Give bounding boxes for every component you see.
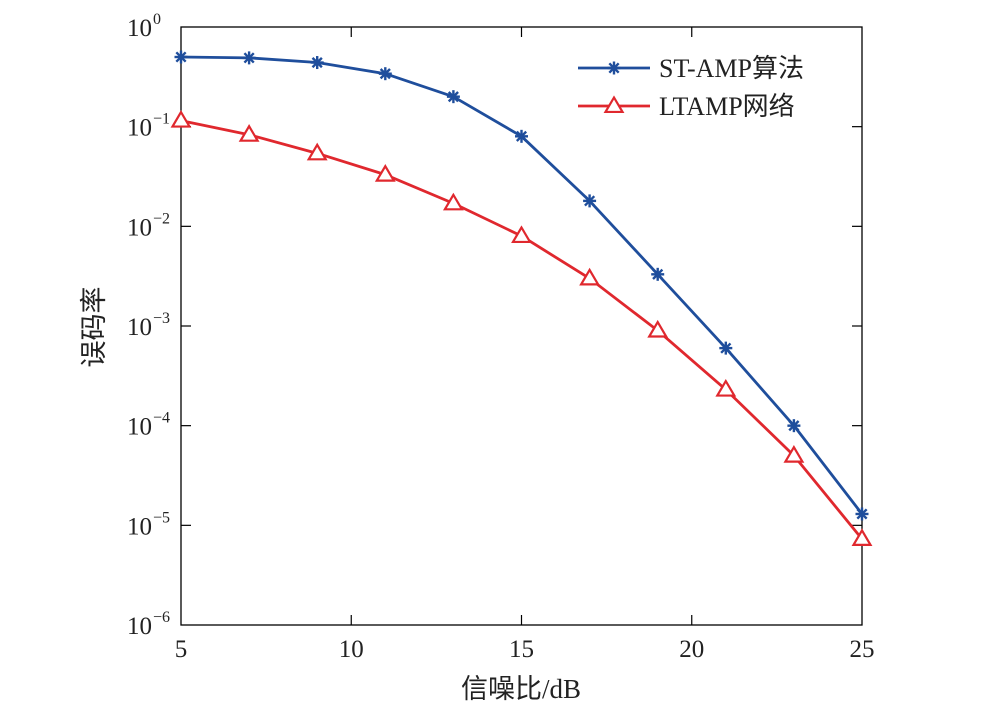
y-tick-exponent: −4 (153, 410, 170, 427)
x-axis-title: 信噪比/dB (461, 674, 581, 704)
data-point-series-2 (783, 444, 805, 463)
legend-label: ST-AMP算法 (659, 54, 804, 83)
data-point-series-2 (442, 192, 464, 211)
data-point-series-1 (719, 341, 733, 355)
x-tick-label: 25 (850, 636, 875, 663)
y-tick-label: 10 (127, 513, 152, 540)
y-tick-exponent: −1 (153, 111, 170, 128)
data-point-series-1 (651, 267, 665, 281)
legend-label: LTAMP网络 (659, 92, 795, 121)
legend: ST-AMP算法 LTAMP网络 (578, 54, 804, 121)
y-tick-exponent: −2 (153, 210, 170, 227)
x-tick-label: 10 (339, 636, 364, 663)
x-tick-label: 5 (175, 636, 188, 663)
series-line-2 (180, 119, 864, 540)
y-tick-label: 10 (127, 115, 152, 142)
data-point-series-2 (715, 378, 737, 397)
data-point-series-1 (174, 50, 188, 64)
x-axis: 5 10 15 20 25 (175, 27, 875, 663)
data-point-series-1 (242, 51, 256, 65)
y-tick-label: 10 (127, 414, 152, 441)
data-point-series-1 (855, 507, 869, 521)
legend-marker (607, 61, 621, 75)
data-point-series-2 (374, 163, 396, 182)
y-tick-label: 10 (127, 314, 152, 341)
data-point-series-2 (170, 109, 192, 128)
data-point-series-2 (579, 267, 601, 286)
data-point-series-2 (647, 319, 669, 338)
x-tick-label: 20 (679, 636, 704, 663)
legend-marker (603, 95, 625, 114)
y-tick-exponent: −6 (153, 609, 170, 626)
data-point-series-1 (446, 90, 460, 104)
y-tick-label: 10 (127, 613, 152, 640)
series-line-1 (180, 55, 864, 515)
data-point-series-1 (787, 419, 801, 433)
y-axis-title: 误码率 (79, 287, 109, 368)
data-point-series-1 (583, 194, 597, 208)
y-tick-exponent: −3 (153, 310, 170, 327)
y-tick-exponent: 0 (153, 11, 161, 28)
data-point-series-2 (511, 225, 532, 244)
data-point-series-1 (515, 129, 528, 143)
data-point-series-2 (851, 528, 873, 547)
x-tick-label: 15 (509, 636, 534, 663)
y-tick-exponent: −5 (153, 509, 170, 526)
series-layer (170, 50, 873, 547)
data-point-series-2 (238, 124, 260, 142)
y-tick-label: 10 (127, 214, 152, 241)
data-point-series-1 (310, 56, 324, 70)
y-tick-label: 10 (127, 15, 152, 42)
data-point-series-2 (306, 142, 328, 161)
data-point-series-1 (378, 67, 392, 81)
